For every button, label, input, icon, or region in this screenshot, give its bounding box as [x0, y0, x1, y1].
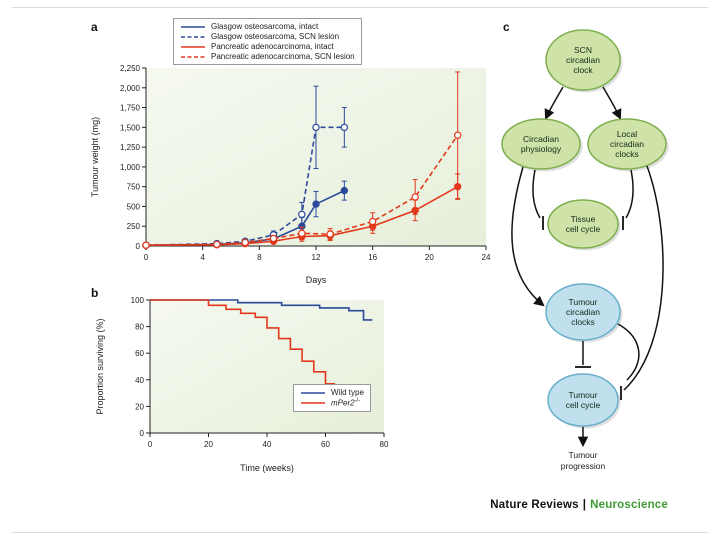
- svg-text:40: 40: [135, 376, 144, 385]
- svg-text:Local: Local: [617, 129, 637, 139]
- svg-text:24: 24: [482, 253, 491, 262]
- plot-b: 0 20 40 60 80 0 20 40 60 80 100 Time (weeks) Proport…: [95, 296, 389, 473]
- y-ticks: 0 250 500 750 1,000 1,250 1,500 1,750 2,000 2,250: [120, 64, 146, 251]
- svg-text:1,000: 1,000: [120, 163, 141, 172]
- svg-text:0: 0: [136, 242, 141, 251]
- panel-c-label: c: [503, 20, 510, 34]
- svg-text:cell cycle: cell cycle: [566, 224, 601, 234]
- series-mper2: [150, 299, 361, 394]
- footer-journal: Neuroscience: [590, 499, 668, 511]
- svg-text:100: 100: [131, 296, 145, 305]
- panel-a-chart: 0 4 8 12 16 20 24 0 250 500 750 1,000 1,250 1,500 1,75…: [88, 14, 496, 290]
- legend-item-pancreatic-adenocarcinoma-intact: Pancreatic adenocarcinoma, intact: [180, 42, 355, 51]
- legend-item-glasgow-osteosarcoma-intact: Glasgow osteosarcoma, intact: [180, 22, 355, 31]
- x-ticks: 0 20 40 60 80: [148, 433, 389, 449]
- legend-line-sample: [181, 35, 205, 38]
- svg-text:750: 750: [127, 183, 141, 192]
- y-ticks: 0 20 40 60 80 100: [131, 296, 150, 438]
- panel-c-diagram: SCN circadian clock Circadian physiology Loca…: [495, 14, 713, 482]
- svg-text:cell cycle: cell cycle: [566, 400, 601, 410]
- plot-a: 0 4 8 12 16 20 24 0 250 500 750 1,000 1,250 1,500 1,75…: [90, 64, 491, 285]
- legend-b: Wild type mPer2-/-: [293, 384, 371, 412]
- legend-line-sample: [181, 45, 205, 48]
- legend-line-sample: [301, 402, 325, 404]
- ylabel-b: Proportion surviving (%): [95, 318, 105, 414]
- svg-text:clocks: clocks: [615, 149, 639, 159]
- svg-text:Circadian: Circadian: [523, 134, 559, 144]
- svg-text:physiology: physiology: [521, 144, 562, 154]
- svg-text:circadian: circadian: [610, 139, 644, 149]
- legend-line-sample: [301, 391, 325, 394]
- svg-text:0: 0: [140, 429, 145, 438]
- bottom-frame-line: [12, 532, 708, 533]
- svg-text:SCN: SCN: [574, 45, 592, 55]
- xlabel-a: Days: [306, 275, 327, 285]
- svg-text:1,250: 1,250: [120, 143, 141, 152]
- panel-b-label: b: [91, 286, 99, 300]
- svg-text:40: 40: [263, 440, 272, 449]
- legend-item-pancreatic-adenocarcinoma-scn-lesion: Pancreatic adenocarcinoma, SCN lesion: [180, 52, 355, 61]
- panel-b-chart: 0 20 40 60 80 0 20 40 60 80 100 Time (weeks) Proport…: [93, 286, 398, 478]
- panel-a-label: a: [91, 20, 98, 34]
- svg-text:Tumour: Tumour: [569, 450, 598, 460]
- svg-text:2,000: 2,000: [120, 84, 141, 93]
- ylabel-a: Tumour weight (mg): [90, 117, 100, 197]
- svg-text:20: 20: [204, 440, 213, 449]
- journal-footer: Nature Reviews | Neuroscience: [490, 499, 668, 511]
- svg-text:2,250: 2,250: [120, 64, 141, 73]
- svg-text:circadian: circadian: [566, 55, 600, 65]
- legend-label: Wild type: [331, 388, 364, 397]
- diagram-edges: [511, 86, 664, 448]
- legend-label: Glasgow osteosarcoma, SCN lesion: [211, 32, 340, 41]
- xlabel-b: Time (weeks): [240, 463, 294, 473]
- svg-text:Tumour: Tumour: [569, 390, 598, 400]
- legend-line-sample: [181, 25, 205, 28]
- svg-text:8: 8: [257, 253, 262, 262]
- legend-item-wild-type: Wild type: [300, 388, 364, 397]
- svg-text:Tissue: Tissue: [571, 214, 596, 224]
- svg-text:circadian: circadian: [566, 307, 600, 317]
- footer-separator: |: [582, 499, 587, 511]
- series-pancreatic-adenocarcinoma-scn-lesion: [142, 71, 462, 249]
- legend-a: Glasgow osteosarcoma, intact Glasgow oste…: [173, 18, 362, 65]
- svg-text:Tumour: Tumour: [569, 297, 598, 307]
- svg-text:1,750: 1,750: [120, 104, 141, 113]
- svg-text:80: 80: [380, 440, 389, 449]
- svg-text:20: 20: [425, 253, 434, 262]
- legend-item-mper2: mPer2-/-: [300, 398, 364, 408]
- svg-text:20: 20: [135, 402, 144, 411]
- svg-text:60: 60: [135, 349, 144, 358]
- legend-label: Pancreatic adenocarcinoma, SCN lesion: [211, 52, 355, 61]
- svg-text:12: 12: [312, 253, 321, 262]
- svg-text:0: 0: [148, 440, 153, 449]
- top-frame-line: [12, 7, 708, 8]
- legend-label: Glasgow osteosarcoma, intact: [211, 22, 319, 31]
- svg-text:500: 500: [127, 202, 141, 211]
- svg-text:clocks: clocks: [571, 317, 595, 327]
- svg-text:clock: clock: [573, 65, 593, 75]
- series-wild-type: [150, 299, 373, 321]
- svg-text:progression: progression: [561, 461, 606, 471]
- svg-text:250: 250: [127, 222, 141, 231]
- footer-brand: Nature Reviews: [490, 499, 579, 511]
- svg-text:16: 16: [368, 253, 377, 262]
- x-ticks: 0 4 8 12 16 20 24: [144, 246, 491, 262]
- legend-line-sample: [181, 55, 205, 58]
- legend-item-glasgow-osteosarcoma-scn-lesion: Glasgow osteosarcoma, SCN lesion: [180, 32, 355, 41]
- svg-text:60: 60: [321, 440, 330, 449]
- legend-label: Pancreatic adenocarcinoma, intact: [211, 42, 334, 51]
- svg-text:80: 80: [135, 323, 144, 332]
- legend-label: mPer2-/-: [331, 398, 361, 408]
- svg-text:1,500: 1,500: [120, 123, 141, 132]
- diagram-svg: SCNcircadianclockCircadianphysiologyLoca…: [501, 29, 669, 471]
- svg-text:4: 4: [200, 253, 205, 262]
- svg-text:0: 0: [144, 253, 149, 262]
